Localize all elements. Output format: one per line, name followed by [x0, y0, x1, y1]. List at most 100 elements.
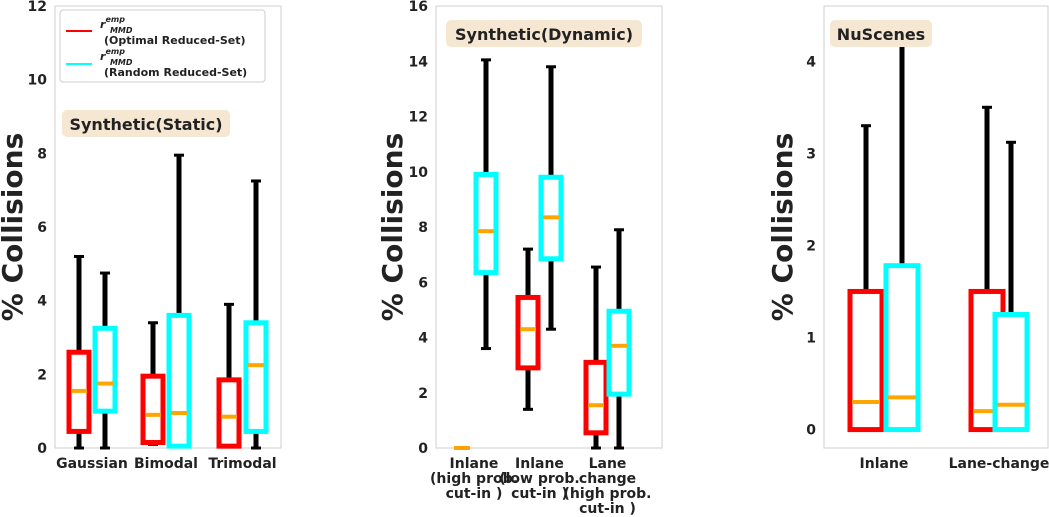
- y-tick-label: 14: [409, 54, 429, 70]
- y-tick-label: 0: [418, 441, 428, 457]
- box-random: [606, 228, 632, 450]
- chart-title: NuScenes: [837, 25, 925, 44]
- box-random: [92, 271, 118, 450]
- category-label-line: Gaussian: [56, 456, 128, 472]
- category-label-line: (high prob.: [564, 486, 652, 502]
- category-label-line: cut-in ): [579, 501, 636, 517]
- legend-label-random: (Random Reduced-Set): [104, 66, 247, 79]
- category-label: Inlane: [860, 456, 909, 472]
- plot-area: [435, 5, 663, 449]
- box-random: [243, 179, 269, 450]
- box-random: [538, 65, 564, 331]
- iqr-box: [515, 294, 541, 371]
- panel-nuscenes: % Collisions 0 1 2 3 4 Inlane Lane-change NuS…: [766, 5, 1049, 472]
- category-label-line: Lane-change: [949, 456, 1049, 472]
- title-badge: Synthetic(Dynamic): [446, 20, 642, 47]
- iqr-box: [583, 359, 609, 436]
- category-label: Gaussian: [56, 456, 128, 472]
- y-tick-label: 2: [37, 367, 47, 383]
- box-random: [473, 58, 499, 351]
- y-tick-label: 4: [418, 331, 428, 347]
- y-tick-label: 6: [37, 220, 47, 236]
- y-tick-label: 1: [806, 331, 816, 347]
- y-tick-label: 10: [409, 165, 429, 181]
- y-tick-label: 6: [418, 275, 428, 291]
- box-random: [166, 153, 192, 449]
- box-optimal: [583, 265, 609, 450]
- category-label: Bimodal: [134, 456, 198, 472]
- category-label-line: Inlane: [515, 456, 564, 472]
- y-ticks: 0 2 4 6 8 10 12: [28, 0, 48, 457]
- iqr-box: [243, 320, 269, 434]
- category-labels: Inlane Lane-change: [860, 456, 1049, 472]
- y-ticks: 0 2 4 6 8 10 12 14 16: [409, 0, 429, 457]
- boxes: [454, 58, 632, 450]
- y-tick-label: 4: [806, 54, 816, 70]
- category-labels: Inlane (high prob. cut-in )Inlane (low prob…: [430, 456, 651, 517]
- legend: remp MMD (Optimal Reduced-Set) remp MMD (R…: [59, 9, 266, 83]
- iqr-box: [166, 312, 192, 449]
- chart-title: Synthetic(Static): [69, 115, 222, 134]
- y-tick-label: 8: [37, 146, 47, 162]
- category-label-line: cut-in ): [446, 486, 503, 502]
- iqr-box: [140, 373, 166, 445]
- box-optimal: [140, 321, 166, 446]
- box-random: [992, 140, 1030, 433]
- y-tick-label: 4: [37, 294, 47, 310]
- box-optimal: [216, 302, 242, 449]
- category-label-line: Inlane: [450, 456, 499, 472]
- y-tick-label: 12: [409, 110, 428, 126]
- box-optimal: [66, 254, 92, 450]
- category-label: Trimodal: [208, 456, 276, 472]
- box-optimal: [515, 247, 541, 411]
- y-axis-label: % Collisions: [0, 133, 29, 321]
- legend-label-optimal: (Optimal Reduced-Set): [104, 34, 246, 47]
- iqr-box: [473, 172, 499, 276]
- y-tick-label: 16: [409, 0, 428, 15]
- category-label: Lane change (high prob. cut-in ): [564, 456, 652, 517]
- title-badge: Synthetic(Static): [62, 110, 230, 137]
- y-tick-label: 0: [806, 423, 816, 439]
- y-tick-label: 2: [806, 238, 816, 254]
- category-label-line: (high prob.: [430, 471, 518, 487]
- boxes: [66, 153, 269, 450]
- iqr-box: [216, 377, 242, 449]
- category-label-line: cut-in ): [511, 486, 568, 502]
- y-tick-label: 10: [28, 73, 48, 89]
- panel-synthetic-static: % Collisions 0 2 4 6 8 10 12 Gaussian Bimodal Tr…: [0, 0, 282, 472]
- legend-entry-optimal: remp MMD: [100, 15, 133, 35]
- category-label: Lane-change: [949, 456, 1049, 472]
- iqr-box: [883, 263, 921, 433]
- y-tick-label: 3: [806, 146, 816, 162]
- box-optimal: [847, 124, 885, 433]
- y-tick-label: 12: [28, 0, 47, 15]
- y-tick-label: 0: [37, 441, 47, 457]
- title-badge: NuScenes: [830, 20, 932, 47]
- y-ticks: 0 1 2 3 4: [806, 54, 816, 438]
- y-tick-label: 8: [418, 220, 428, 236]
- category-label-line: Bimodal: [134, 456, 198, 472]
- category-labels: Gaussian Bimodal Trimodal: [56, 456, 277, 472]
- chart-title: Synthetic(Dynamic): [455, 25, 633, 44]
- iqr-box: [606, 308, 632, 397]
- box-random: [883, 22, 921, 433]
- y-axis-label: % Collisions: [766, 133, 799, 321]
- y-axis-label: % Collisions: [376, 133, 409, 321]
- category-label: Inlane (high prob. cut-in ): [430, 456, 518, 502]
- plot-area: [823, 5, 1049, 449]
- category-label-line: Lane: [589, 456, 627, 472]
- y-tick-label: 2: [418, 386, 428, 402]
- legend-box: [59, 9, 266, 83]
- category-label-line: Inlane: [860, 456, 909, 472]
- category-label-line: Trimodal: [208, 456, 276, 472]
- legend-entry-random: remp MMD: [100, 47, 133, 67]
- category-label-line: (low prob.: [499, 471, 580, 487]
- iqr-box: [92, 325, 118, 414]
- iqr-box: [992, 311, 1030, 433]
- iqr-box: [847, 288, 885, 433]
- category-label: Inlane (low prob. cut-in ): [499, 456, 580, 502]
- category-label-line: change: [579, 471, 636, 487]
- boxes: [847, 22, 1030, 433]
